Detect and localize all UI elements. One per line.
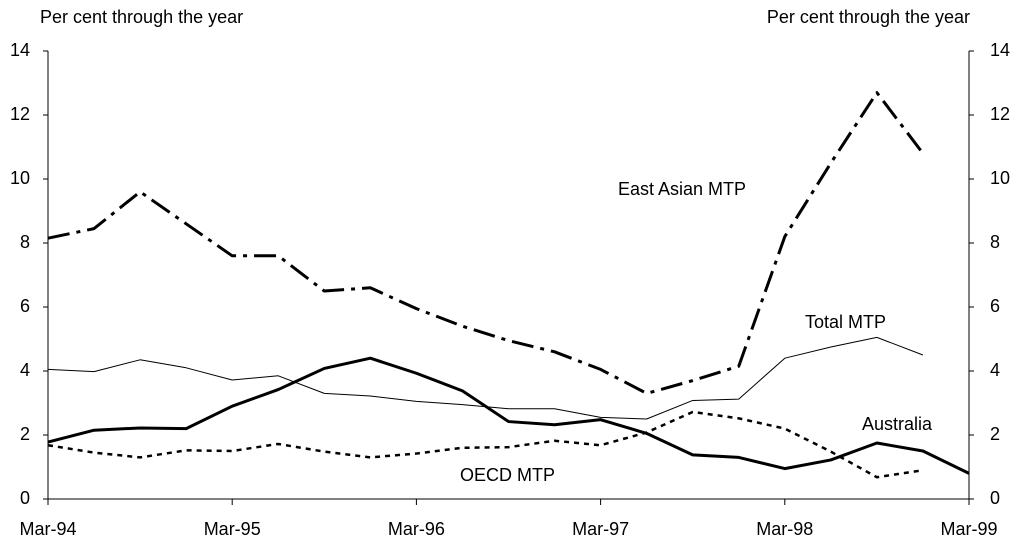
y2-tick-label: 4	[990, 360, 1000, 380]
y-axis-label: Per cent through the year	[40, 7, 243, 27]
x-tick-label: Mar-96	[388, 519, 445, 539]
y-tick-label: 10	[10, 168, 30, 188]
y2-tick-label: 2	[990, 424, 1000, 444]
series-label: East Asian MTP	[618, 179, 746, 199]
y-tick-label: 2	[20, 424, 30, 444]
series-label: OECD MTP	[460, 465, 555, 485]
y-tick-label: 0	[20, 488, 30, 508]
y-tick-label: 8	[20, 232, 30, 252]
series-line	[47, 356, 970, 475]
series-line	[47, 410, 924, 479]
x-tick-label: Mar-99	[940, 519, 997, 539]
y2-tick-label: 8	[990, 232, 1000, 252]
y-tick-label: 4	[20, 360, 30, 380]
x-tick-label: Mar-94	[19, 519, 76, 539]
y-tick-label: 12	[10, 104, 30, 124]
y2-tick-label: 10	[990, 168, 1010, 188]
y2-tick-label: 0	[990, 488, 1000, 508]
y-tick-label: 6	[20, 296, 30, 316]
series-label: Total MTP	[805, 312, 886, 332]
y2-tick-label: 12	[990, 104, 1010, 124]
series-line	[47, 91, 925, 395]
x-tick-label: Mar-95	[204, 519, 261, 539]
y-tick-label: 14	[10, 40, 30, 60]
y2-tick-label: 6	[990, 296, 1000, 316]
x-tick-label: Mar-97	[572, 519, 629, 539]
x-tick-label: Mar-98	[756, 519, 813, 539]
y2-tick-label: 14	[990, 40, 1010, 60]
series-label: Australia	[862, 414, 933, 434]
y2-axis-label: Per cent through the year	[767, 7, 970, 27]
